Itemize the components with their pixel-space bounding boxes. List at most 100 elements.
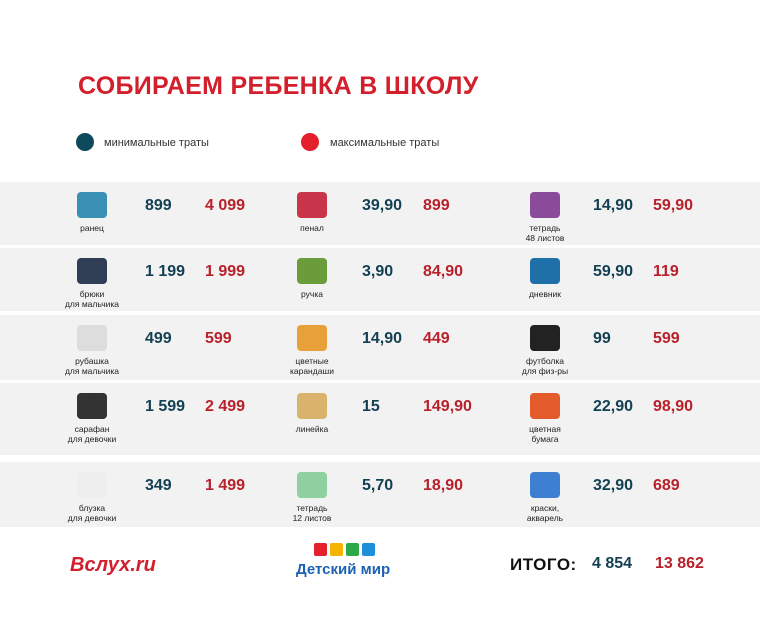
item-label-line: цветная: [529, 424, 561, 434]
max-value: 599: [205, 330, 232, 347]
item-label-line: для девочки: [67, 513, 117, 523]
min-value: 1 599: [145, 398, 186, 415]
item-label-line: 12 листов: [292, 513, 332, 523]
row-band: [0, 248, 760, 311]
item-icon: [77, 192, 107, 218]
item-icon: [530, 325, 560, 351]
min-value: 39,90: [362, 197, 403, 214]
logo-square: [330, 543, 343, 556]
min-value: 3,90: [362, 263, 394, 280]
item-icon: [530, 472, 560, 498]
row-band: [0, 182, 760, 245]
item-label-line: тетрадь: [529, 223, 561, 233]
item-icon: [77, 393, 107, 419]
item-label-line: брюки: [79, 289, 105, 299]
item-label: пенал: [267, 223, 357, 233]
max-value: 1 999: [205, 263, 246, 280]
min-value: 349: [145, 477, 172, 494]
min-value: 59,90: [593, 263, 634, 280]
max-value: 119: [653, 263, 679, 280]
min-value: 14,90: [362, 330, 403, 347]
legend-min: минимальные траты: [104, 137, 209, 149]
logo-square: [314, 543, 327, 556]
item-label-line: для мальчика: [64, 299, 120, 309]
min-value: 22,90: [593, 398, 634, 415]
min-value: 15: [362, 398, 380, 415]
min-value: 99: [593, 330, 611, 347]
min-value: 899: [145, 197, 172, 214]
item-icon: [297, 393, 327, 419]
max-value: 449: [423, 330, 450, 347]
item-label-line: карандаши: [289, 366, 335, 376]
item-icon: [77, 472, 107, 498]
max-value: 149,90: [423, 398, 472, 415]
item-icon: [297, 258, 327, 284]
min-value: 32,90: [593, 477, 634, 494]
logo-square: [346, 543, 359, 556]
item-label-line: дневник: [528, 289, 562, 299]
item-label-line: рубашка: [75, 356, 109, 366]
item-label-line: тетрадь: [296, 503, 328, 513]
min-value: 14,90: [593, 197, 634, 214]
max-value: 2 499: [205, 398, 246, 415]
max-value: 689: [653, 477, 680, 494]
item-label-line: ранец: [80, 223, 104, 233]
min-value: 5,70: [362, 477, 394, 494]
item-icon: [77, 325, 107, 351]
item-label-line: цветные: [295, 356, 329, 366]
item-icon: [297, 472, 327, 498]
item-label-line: футболка: [525, 356, 565, 366]
item-icon: [297, 192, 327, 218]
max-value: 1 499: [205, 477, 246, 494]
row-band: [0, 462, 760, 527]
total-label: ИТОГО:: [510, 555, 577, 574]
item-label: тетрадь 48 листов: [500, 223, 590, 243]
legend-dot-min: [76, 133, 94, 151]
max-value: 18,90: [423, 477, 464, 494]
item-label: ранец: [47, 223, 137, 233]
max-value: 599: [653, 330, 680, 347]
item-label: брюки для мальчика: [47, 289, 137, 309]
total-max: 13 862: [655, 555, 704, 572]
item-icon: [530, 192, 560, 218]
item-label-line: сарафан: [74, 424, 110, 434]
item-label-line: акварель: [526, 513, 564, 523]
brand-detmir: Детский мир: [296, 561, 391, 578]
max-value: 899: [423, 197, 450, 214]
item-label: блузка для девочки: [47, 503, 137, 523]
item-label-line: 48 листов: [525, 233, 565, 243]
logo-square: [362, 543, 375, 556]
row-band: [0, 383, 760, 455]
brand-vsluh: Вслух.ru: [70, 554, 156, 576]
item-label: цветные карандаши: [267, 356, 357, 376]
item-label: цветная бумага: [500, 424, 590, 444]
min-value: 1 199: [145, 263, 186, 280]
item-label-line: блузка: [78, 503, 106, 513]
title: СОБИРАЕМ РЕБЕНКА В ШКОЛУ: [78, 72, 479, 100]
item-icon: [530, 258, 560, 284]
item-label: тетрадь 12 листов: [267, 503, 357, 523]
item-label: краски, акварель: [500, 503, 590, 523]
row-band: [0, 315, 760, 380]
item-label-line: пенал: [300, 223, 324, 233]
item-icon: [530, 393, 560, 419]
total-min: 4 854: [592, 555, 633, 572]
max-value: 59,90: [653, 197, 694, 214]
item-label-line: для девочки: [67, 434, 117, 444]
item-label: рубашка для мальчика: [47, 356, 137, 376]
item-label: линейка: [267, 424, 357, 434]
legend-max: максимальные траты: [330, 137, 440, 149]
item-label-line: ручка: [301, 289, 323, 299]
item-label: футболка для физ-ры: [500, 356, 590, 376]
item-label-line: для физ-ры: [521, 366, 569, 376]
item-label: ручка: [267, 289, 357, 299]
max-value: 84,90: [423, 263, 464, 280]
legend-dot-max: [301, 133, 319, 151]
item-icon: [77, 258, 107, 284]
item-label-line: для мальчика: [64, 366, 120, 376]
item-label: дневник: [500, 289, 590, 299]
min-value: 499: [145, 330, 172, 347]
item-label-line: краски,: [530, 503, 560, 513]
item-label-line: бумага: [531, 434, 559, 444]
